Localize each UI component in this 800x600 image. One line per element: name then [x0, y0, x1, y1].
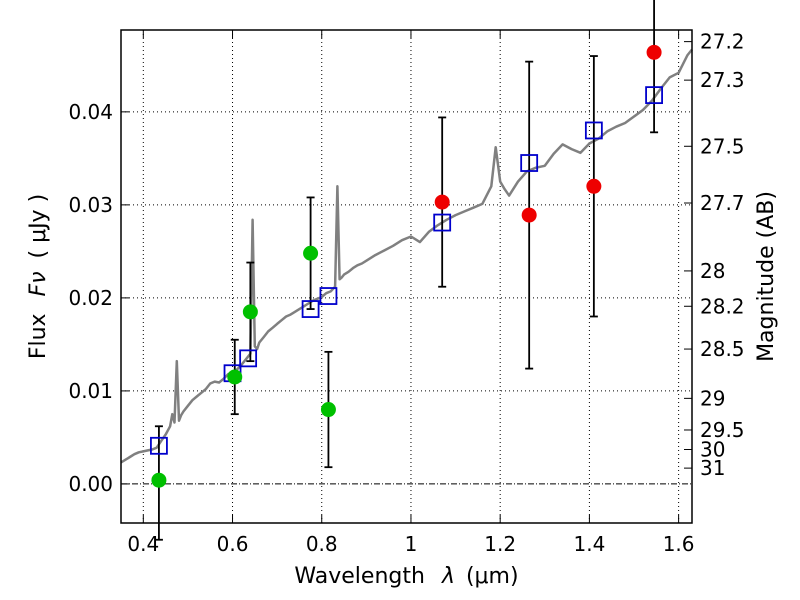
model-flux-square: [301, 300, 320, 318]
magnitude-tick-label: 27.7: [700, 191, 745, 215]
model-flux-square: [150, 436, 168, 455]
observed-flux-point: [151, 472, 167, 488]
x-tick-label: 1.2: [484, 532, 516, 556]
observed-flux-point: [521, 207, 537, 223]
magnitude-tick-label: 27.5: [700, 134, 745, 158]
sed-model-line: [120, 48, 693, 464]
observed-flux-point: [586, 178, 602, 194]
magnitude-tick-label: 29: [700, 386, 725, 410]
grid-lines: [121, 30, 692, 523]
y-tick-label: 0.03: [68, 193, 113, 217]
model-flux-square: [239, 349, 258, 368]
x-tick-label: 0.4: [127, 532, 159, 556]
model-flux-square: [520, 154, 539, 172]
y-tick-label: 0.00: [68, 472, 113, 496]
magnitude-tick-label: 30: [700, 438, 725, 462]
plot-area: [120, 0, 693, 541]
x-tick-label: 1.4: [573, 532, 605, 556]
x-tick-label: 0.6: [217, 532, 249, 556]
model-flux-square: [319, 287, 338, 305]
observed-flux-point: [320, 402, 336, 418]
magnitude-tick-label: 28.5: [700, 337, 745, 361]
x-tick-label: 0.8: [306, 532, 338, 556]
plot-frame: [120, 29, 693, 524]
magnitude-tick-label: 28.2: [700, 294, 745, 318]
axis-ticks: 0.4 0.6 0.8 1 1.2 1.4 1.6 0.00 0.01 0.02 0.03 0.04 2…: [68, 30, 744, 556]
observed-flux-point: [434, 194, 450, 210]
magnitude-tick-label: 28: [700, 259, 725, 283]
x-tick-label: 1: [405, 532, 418, 556]
x-axis-label: Wavelength λ (μm): [294, 564, 518, 589]
magnitude-axis-label: Magnitude (AB): [754, 191, 779, 362]
magnitude-tick-label: 31: [700, 456, 725, 480]
magnitude-tick-label: 29.5: [700, 418, 745, 442]
model-flux-square: [433, 213, 452, 232]
observed-flux-point: [646, 44, 662, 60]
magnitude-tick-label: 27.2: [700, 30, 745, 54]
y-tick-label: 0.04: [68, 100, 113, 124]
y-tick-label: 0.01: [68, 379, 113, 403]
magnitude-tick-label: 27.3: [700, 68, 745, 92]
observed-flux-point: [303, 245, 319, 261]
model-flux-square: [645, 86, 663, 105]
x-tick-label: 1.6: [663, 532, 695, 556]
y-tick-label: 0.02: [68, 286, 113, 310]
observed-flux-point: [242, 304, 258, 320]
observed-flux-point: [227, 369, 243, 385]
y-axis-label: Flux Fν ( μJy ): [26, 194, 51, 359]
model-flux-square: [584, 121, 603, 140]
